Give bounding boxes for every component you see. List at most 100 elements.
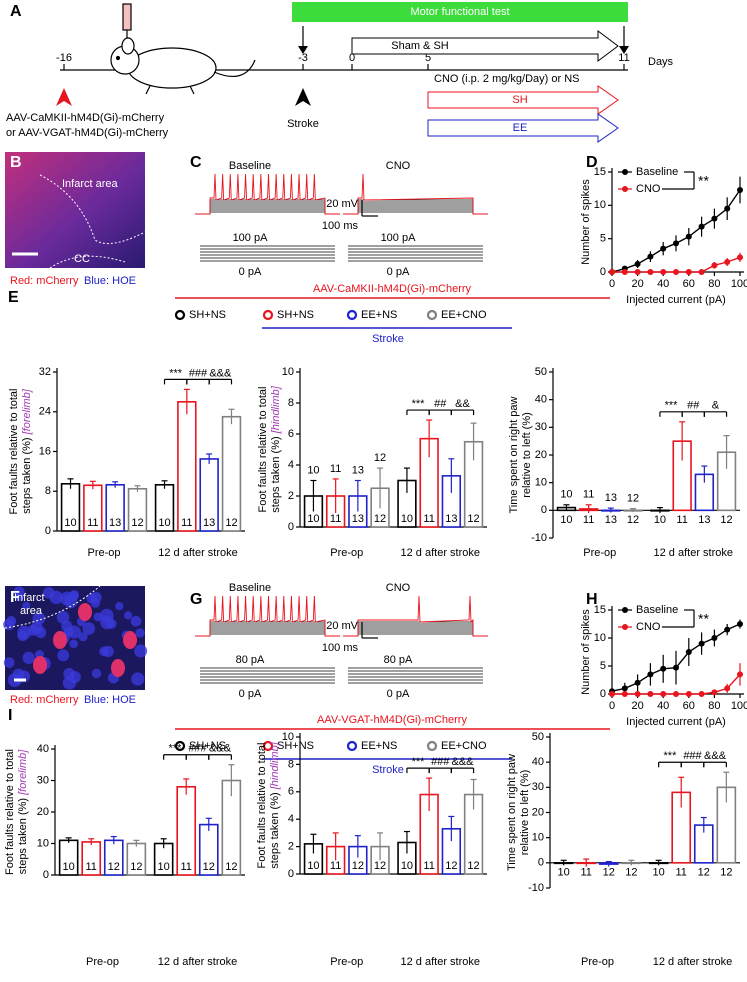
y-axis-label-tag: [forelimb] (17, 749, 29, 796)
day-label: -3 (298, 52, 308, 64)
nucleus (3, 618, 15, 631)
point (711, 635, 718, 641)
point (609, 269, 615, 275)
legend-marker (622, 607, 628, 613)
y-tick-label: 15 (594, 604, 606, 616)
n-label: 12 (108, 861, 120, 873)
day-label: -16 (56, 52, 72, 64)
y-tick-label: 0 (538, 857, 544, 869)
nucleus (99, 646, 109, 657)
y-axis-label: Time spent on right paw (508, 396, 520, 513)
point (621, 691, 628, 697)
panel-letter: B (10, 154, 22, 171)
y-axis-label: Foot faults relative to total (256, 743, 268, 869)
n-label: 13 (698, 514, 710, 526)
cno-label: CNO (i.p. 2 mg/kg/Day) or NS (434, 73, 579, 85)
legend-marker (262, 740, 274, 752)
x-tick-label: 12 d after stroke (654, 547, 734, 559)
n-label: 13 (109, 517, 121, 529)
point (634, 269, 641, 275)
y-axis-label-part: Foot faults relative to total (8, 389, 20, 515)
nucleus (22, 601, 31, 610)
legend-label: SH+NS (277, 309, 314, 321)
n-label: 10 (654, 514, 666, 526)
legend-marker (622, 624, 628, 630)
y-axis-label-part: relative to left (%) (521, 412, 533, 498)
nucleus (86, 593, 97, 604)
n-label: 12 (698, 867, 710, 879)
trace (343, 211, 488, 215)
outline (4, 585, 101, 629)
scale-label: 20 mV (326, 198, 358, 210)
x-tick-label: Pre-op (86, 956, 119, 968)
trace (343, 625, 488, 637)
n-label: 10 (63, 861, 75, 873)
bar (221, 415, 242, 532)
point (698, 269, 705, 275)
n-label: 11 (583, 514, 594, 526)
significance: ## (434, 398, 447, 410)
condition-label: CNO (386, 160, 411, 172)
step-label: 0 pA (239, 266, 262, 278)
nucleus (124, 611, 133, 620)
n-label: 12 (625, 867, 637, 879)
y-axis-label-part: Time spent on right paw (508, 396, 520, 513)
trace (195, 203, 340, 215)
y-tick-label: 40 (532, 756, 544, 768)
x-tick-label: 20 (631, 700, 643, 712)
x-tick-label: Pre-op (581, 956, 614, 968)
n-label: 12 (627, 514, 639, 526)
y-tick-label: 0 (43, 869, 49, 881)
nucleus (17, 630, 28, 642)
y-tick-label: 0 (600, 266, 606, 278)
x-tick-label: Pre-op (330, 547, 363, 559)
n-label: 12 (225, 517, 237, 529)
x-axis-label: Injected current (pA) (626, 294, 726, 306)
condition-label: CNO (386, 582, 411, 594)
n-label: 13 (352, 513, 364, 525)
point (698, 691, 705, 697)
y-axis-label-part: steps taken (%) (269, 792, 281, 868)
trace (343, 595, 488, 637)
point (724, 626, 731, 633)
nucleus (14, 592, 24, 602)
nucleus (135, 628, 145, 638)
point (724, 259, 731, 265)
point (685, 649, 692, 655)
neuron (78, 603, 92, 621)
y-axis-label: Number of spikes (580, 179, 592, 265)
n-label-above: 13 (605, 492, 617, 504)
legend-label: CNO (636, 621, 661, 633)
significance: &&& (704, 750, 727, 762)
n-label-above: 11 (583, 489, 594, 501)
point (660, 245, 667, 252)
nucleus (57, 649, 70, 662)
y-axis-label-part: steps taken (%) (270, 436, 282, 512)
bar (177, 401, 197, 532)
arrows (56, 26, 629, 143)
step-label: 0 pA (387, 266, 410, 278)
y-axis-label: steps taken (%) [forelimb] (21, 388, 33, 514)
ee-label: EE (513, 122, 528, 134)
n-label-above: 13 (352, 464, 364, 476)
nucleus (100, 615, 114, 630)
panel-letter: D (586, 154, 598, 171)
significance: *** (665, 400, 679, 412)
sham-label: Sham & SH (391, 40, 449, 52)
significance: *** (169, 367, 183, 379)
trace (343, 207, 488, 215)
n-label: 11 (86, 861, 97, 873)
point (660, 691, 667, 697)
y-tick-label: 32 (39, 366, 51, 378)
point (673, 269, 679, 275)
image-label: Infarct area (62, 178, 119, 190)
n-label: 12 (374, 860, 386, 872)
y-tick-label: 50 (532, 731, 544, 743)
y-tick-label: 40 (37, 743, 49, 755)
significance: ** (698, 611, 709, 627)
n-label: 13 (605, 514, 617, 526)
legend-label: EE+NS (361, 740, 397, 752)
nucleus (56, 610, 70, 624)
step-label: 100 pA (233, 232, 269, 244)
significance: ### (431, 756, 450, 768)
